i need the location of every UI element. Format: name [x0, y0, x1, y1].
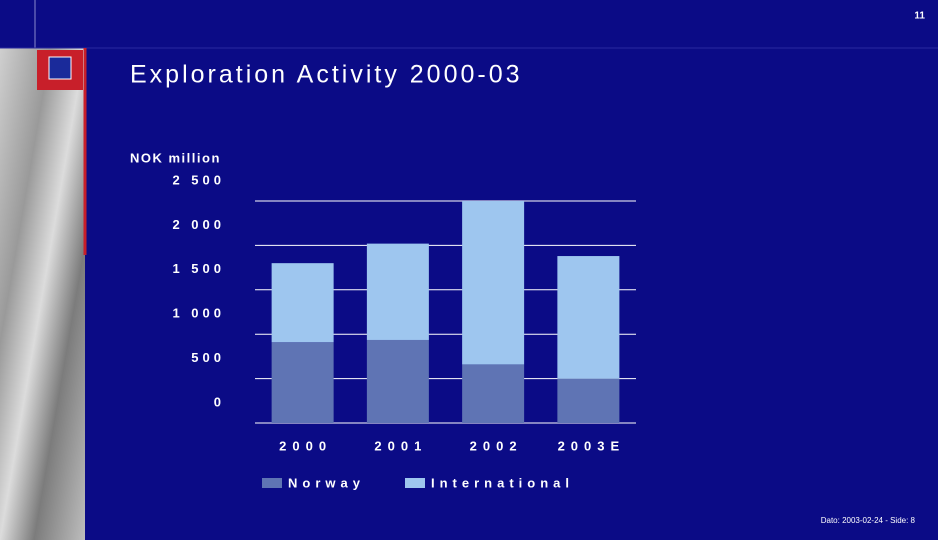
legend-label: International: [431, 475, 574, 490]
bar-segment: [272, 263, 334, 342]
y-tick-label: 0: [214, 394, 225, 409]
y-tick-label: 2 500: [172, 172, 225, 187]
legend-swatch: [262, 478, 282, 488]
legend-label: Norway: [288, 475, 365, 490]
bar-segment: [557, 256, 619, 379]
x-tick-label: 2001: [374, 438, 427, 453]
x-tick-label: 2003E: [558, 438, 626, 453]
bar-segment: [462, 364, 524, 423]
y-tick-label: 500: [191, 350, 225, 365]
side-image: [0, 48, 85, 540]
bar-segment: [367, 340, 429, 423]
footer: Dato: 2003-02-24 - Side: 8: [821, 516, 916, 525]
page-number: 11: [914, 11, 925, 22]
x-tick-label: 2000: [279, 438, 332, 453]
slide: 11 Exploration Activity 2000-03 NOK mill…: [0, 0, 938, 540]
y-tick-label: 1 500: [172, 261, 225, 276]
chart-title: Exploration Activity 2000-03: [130, 61, 523, 89]
x-tick-label: 2002: [470, 438, 523, 453]
legend-swatch: [405, 478, 425, 488]
logo-icon: [49, 57, 71, 79]
y-tick-label: 2 000: [172, 217, 225, 232]
bar-segment: [557, 379, 619, 423]
bar-segment: [367, 244, 429, 340]
y-axis-label: NOK million: [130, 150, 221, 165]
bar-segment: [462, 201, 524, 364]
bar-segment: [272, 342, 334, 423]
y-tick-label: 1 000: [172, 306, 225, 321]
